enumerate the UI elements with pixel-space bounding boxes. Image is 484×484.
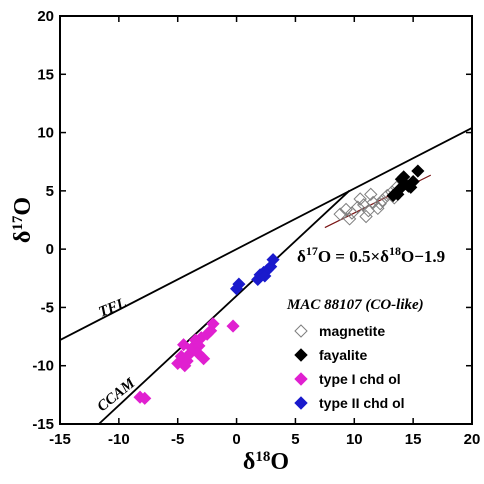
legend-marker-type-ii-chd-ol: [294, 396, 308, 410]
legend-marker-type-i-chd-ol: [294, 372, 308, 386]
point-magnetite: [342, 212, 357, 226]
y-tick-label: 10: [37, 125, 54, 142]
point-magnetite: [375, 193, 390, 207]
point-type-i-chd-ol: [138, 391, 152, 405]
y-tick-label: -15: [32, 416, 54, 433]
y-axis-title: δ17O: [10, 197, 36, 243]
legend-label-type-i: type I chd ol: [319, 371, 401, 387]
y-tick-label: -5: [41, 299, 54, 316]
point-magnetite: [371, 201, 385, 216]
y-tick-label: 0: [46, 241, 54, 258]
x-tick-label: -10: [108, 431, 130, 448]
point-magnetite: [373, 196, 387, 211]
legend-label-type-ii: type II chd ol: [319, 395, 405, 411]
plot-frame: [59, 15, 473, 425]
legend-title: MAC 88107 (CO-like): [286, 297, 424, 313]
point-type-ii-chd-ol: [232, 277, 246, 291]
point-type-ii-chd-ol: [258, 269, 272, 283]
line-tfl: [59, 127, 473, 341]
y-tick-label: 5: [46, 183, 54, 200]
point-type-i-chd-ol: [206, 317, 220, 331]
y-tick-label: -10: [32, 358, 54, 375]
point-magnetite: [339, 202, 353, 217]
x-tick-label: 20: [464, 431, 481, 448]
point-type-i-chd-ol: [191, 346, 205, 360]
legend-marker-fayalite: [294, 348, 308, 362]
point-fayalite: [397, 170, 411, 184]
point-magnetite: [359, 209, 373, 224]
point-fayalite: [411, 164, 425, 178]
x-tick-label: 15: [405, 431, 422, 448]
x-tick-label: -5: [171, 431, 184, 448]
x-tick-label: 10: [346, 431, 363, 448]
point-fayalite: [404, 180, 418, 194]
y-tick-label: 15: [37, 66, 54, 83]
x-axis-title: δ18O: [243, 449, 289, 475]
legend: MAC 88107 (CO-like) magnetite fayalite t…: [286, 297, 424, 411]
x-tick-label: -15: [49, 431, 71, 448]
point-magnetite: [333, 207, 347, 221]
equation-label: δ17O = 0.5×δ18O−1.9: [297, 244, 445, 266]
point-type-i-chd-ol: [178, 359, 192, 373]
point-magnetite: [351, 200, 365, 214]
legend-label-magnetite: magnetite: [319, 323, 385, 339]
x-tick-label: 0: [232, 431, 240, 448]
point-type-ii-chd-ol: [266, 253, 280, 267]
line-ccam: [98, 189, 351, 425]
legend-marker-magnetite: [294, 324, 308, 338]
point-type-i-chd-ol: [226, 319, 240, 333]
y-tick-label: 20: [37, 8, 54, 25]
point-magnetite: [353, 192, 367, 206]
point-type-ii-chd-ol: [264, 260, 278, 274]
point-fayalite: [391, 187, 405, 201]
x-tick-label: 5: [291, 431, 299, 448]
legend-label-fayalite: fayalite: [319, 347, 367, 363]
point-magnetite: [364, 187, 378, 202]
